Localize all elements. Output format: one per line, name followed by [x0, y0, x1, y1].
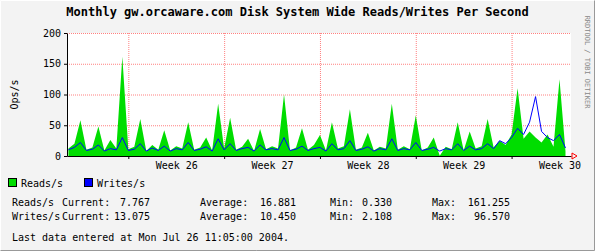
stats-label: Current:	[62, 211, 110, 222]
marks	[68, 57, 565, 156]
stats-label: Max:	[432, 211, 456, 222]
axis-arrow	[572, 153, 577, 159]
stats-value: 16.881	[260, 197, 296, 208]
stats-value: 7.767	[120, 197, 150, 208]
stats-value: 10.450	[260, 211, 296, 222]
x-tick-label: Week 27	[251, 160, 293, 171]
stats-name: Reads/s	[12, 197, 54, 208]
x-tick: Week 27	[225, 156, 294, 171]
stats-label: Min:	[330, 211, 354, 222]
y-tick: 150	[43, 58, 67, 69]
y-tick-mark	[64, 125, 67, 126]
legend: Reads/s Writes/s	[9, 178, 146, 189]
x-tick-mark	[416, 156, 417, 159]
border-dark	[1, 1, 595, 251]
stats-label: Average:	[200, 211, 248, 222]
y-grid-line	[67, 64, 571, 65]
plot-area	[67, 33, 571, 156]
y-tick: 0	[55, 151, 67, 162]
y-tick-label: 50	[49, 120, 61, 131]
grid	[67, 33, 571, 157]
stats-label: Current:	[62, 197, 110, 208]
y-grid-line	[67, 33, 571, 34]
y-tick-mark	[64, 33, 67, 34]
y-axis-line	[67, 34, 68, 157]
legend-label: Writes/s	[97, 178, 145, 189]
y-tick-label: 100	[43, 89, 61, 100]
y-tick: 50	[49, 120, 67, 131]
y-tick: 100	[43, 89, 67, 100]
stats-value: 0.330	[362, 197, 392, 208]
y-grid-line	[67, 95, 571, 96]
y-tick-mark	[64, 156, 67, 157]
x-tick-label: Week 26	[156, 160, 198, 171]
line	[68, 97, 565, 151]
x-axis-line	[68, 156, 572, 157]
stats-value: 2.108	[362, 211, 392, 222]
x-tick-label: Week 30	[539, 160, 581, 171]
x-tick: Week 29	[416, 156, 485, 171]
x-axis: Week 26 Week 27 Week 28 Week 29 Week 30	[68, 156, 582, 171]
y-tick-label: 0	[55, 151, 61, 162]
x-tick-mark	[224, 156, 225, 159]
background	[0, 0, 595, 251]
x-tick-mark	[512, 156, 513, 159]
y-tick-mark	[64, 64, 67, 65]
area	[68, 57, 565, 156]
stats-label: Min:	[330, 197, 354, 208]
y-grid-line	[67, 125, 571, 126]
stats-label: Average:	[200, 197, 248, 208]
stats-label: Max:	[432, 197, 456, 208]
y-tick-mark	[64, 95, 67, 96]
stats-value: 161.255	[468, 197, 510, 208]
x-tick-label: Week 28	[347, 160, 389, 171]
x-tick: Week 28	[320, 156, 389, 171]
y-axis-title: Ops/s	[9, 79, 20, 109]
x-tick-mark	[128, 156, 129, 159]
x-tick-mark	[320, 156, 321, 159]
x-tick: Week 26	[129, 156, 198, 171]
legend-label: Reads/s	[21, 178, 63, 189]
footer: Last data entered at Mon Jul 26 11:05:00…	[12, 232, 289, 243]
y-tick-label: 150	[43, 58, 61, 69]
x-tick: Week 30	[512, 156, 581, 171]
legend-swatch	[9, 179, 17, 187]
stats-value: 13.075	[114, 211, 150, 222]
x-tick-label: Week 29	[443, 160, 485, 171]
x-grid-line	[224, 33, 225, 156]
y-tick: 200	[43, 28, 67, 39]
x-grid-line	[128, 33, 129, 156]
stats-value: 96.570	[474, 211, 510, 222]
stats-name: Writes/s	[12, 211, 60, 222]
y-tick-label: 200	[43, 28, 61, 39]
border-light	[1, 1, 595, 251]
stats: Reads/s Current: 7.767 Average: 16.881 Min: 0.…	[12, 197, 510, 222]
y-axis: 0 50 100 150 200	[43, 28, 68, 162]
legend-swatch	[85, 179, 93, 187]
title: Monthly gw.orcaware.com Disk System Wide…	[66, 5, 528, 19]
y-grid-line	[67, 156, 571, 157]
credit: RRDTOOL / TOBI OETIKER	[583, 16, 591, 110]
chart: 0 50 100 150 200 Week 26 Week 27 Week 28 Week 29…	[0, 0, 595, 251]
